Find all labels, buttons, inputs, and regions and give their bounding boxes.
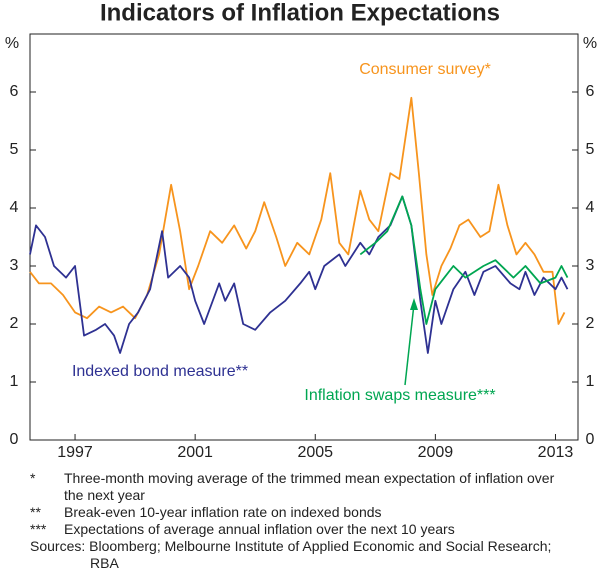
footnote-marker: *** — [30, 521, 47, 537]
series-line — [29, 195, 569, 354]
x-tick-label: 2013 — [538, 444, 574, 461]
footnote: *** Expectations of average annual inflat… — [30, 521, 570, 538]
chart: Indicators of Inflation Expectations % %… — [5, 0, 597, 461]
y2-tick-label: 0 — [586, 431, 595, 448]
plot-frame — [29, 33, 579, 441]
y-tick-label: 6 — [10, 83, 19, 100]
y-tick-label: 2 — [10, 315, 19, 332]
sources: Sources: Bloomberg; Melbourne Institute … — [30, 538, 552, 571]
series-label: Inflation swaps measure*** — [304, 387, 495, 404]
series-line — [359, 195, 569, 325]
chart-title: Indicators of Inflation Expectations — [100, 0, 500, 26]
y-tick-label: 0 — [10, 431, 19, 448]
y-tick-label: 5 — [10, 141, 19, 158]
footnotes: * Three-month moving average of the trimm… — [30, 470, 570, 572]
y2-tick-label: 1 — [586, 373, 595, 390]
y2-tick-label: 2 — [586, 315, 595, 332]
y-tick-label: 3 — [10, 257, 19, 274]
annotation-arrow — [404, 303, 415, 386]
footnote: ** Break-even 10-year inflation rate on i… — [30, 504, 570, 521]
footnote-text: Expectations of average annual inflation… — [64, 521, 455, 537]
y2-tick-label: 6 — [586, 83, 595, 100]
y-tick-label: 1 — [10, 373, 19, 390]
series-label: Consumer survey* — [359, 61, 491, 78]
y2-unit: % — [583, 35, 597, 52]
footnote-marker: * — [30, 470, 36, 486]
y2-tick-label: 3 — [586, 257, 595, 274]
footnote: * Three-month moving average of the trimm… — [30, 470, 570, 504]
arrow-head — [410, 298, 418, 310]
y2-tick-label: 4 — [586, 199, 595, 216]
x-tick-label: 1997 — [57, 444, 93, 461]
series-label: Indexed bond measure** — [72, 363, 248, 380]
series-line — [29, 96, 566, 325]
y2-tick-label: 5 — [586, 141, 595, 158]
footnote-text: Three-month moving average of the trimme… — [64, 470, 555, 503]
y-unit: % — [5, 35, 19, 52]
x-tick-label: 2005 — [297, 444, 333, 461]
x-tick-label: 2009 — [418, 444, 454, 461]
x-tick-label: 2001 — [177, 444, 213, 461]
footnote-marker: ** — [30, 504, 41, 520]
footnote-text: Break-even 10-year inflation rate on ind… — [64, 504, 382, 520]
y-tick-label: 4 — [10, 199, 19, 216]
